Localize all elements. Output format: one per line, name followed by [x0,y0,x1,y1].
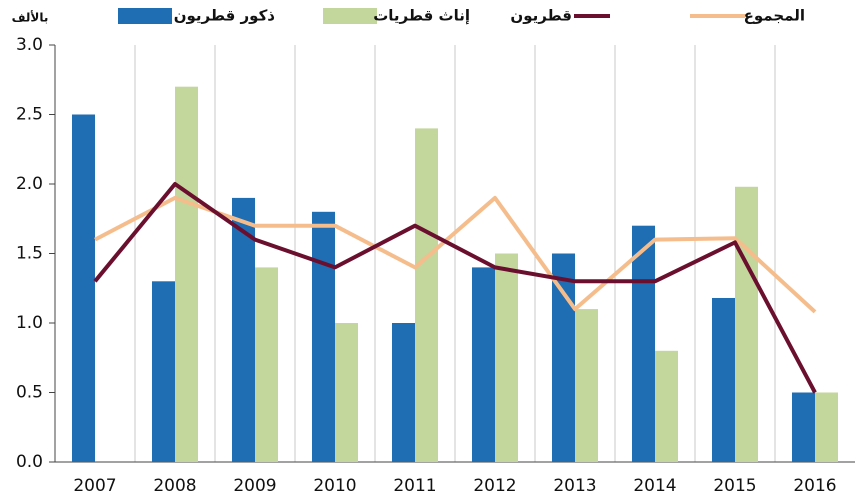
x-tick-label: 2010 [313,476,356,496]
bar [152,281,175,462]
legend-label: إناث قطريات [373,7,470,25]
legend-swatch [118,8,172,24]
bar [312,211,335,462]
bar [232,197,255,462]
bar [495,253,518,462]
bar [175,86,198,462]
x-tick-label: 2013 [553,476,596,496]
bar [415,128,438,462]
y-tick-label: 0.0 [16,452,43,472]
bar [335,323,358,462]
y-tick-label: 0.5 [16,383,43,403]
bar [472,267,495,462]
bar [632,225,655,462]
x-tick-label: 2009 [233,476,276,496]
bar [712,297,735,462]
x-tick-label: 2014 [633,476,676,496]
y-tick-label: 3.0 [16,35,43,55]
x-tick-label: 2015 [713,476,756,496]
x-tick-label: 2008 [153,476,196,496]
x-tick-label: 2011 [393,476,436,496]
y-tick-label: 2.0 [16,174,43,194]
x-tick-label: 2007 [73,476,116,496]
x-tick-label: 2012 [473,476,516,496]
legend-label: قطريون [510,7,572,25]
line [93,182,817,394]
bar [735,186,758,462]
bar [392,323,415,462]
y-tick-label: 1.0 [16,313,43,333]
bar [552,253,575,462]
legend-label: المجموع [744,7,805,25]
x-tick-label: 2016 [793,476,836,496]
y-tick-label: 2.5 [16,105,43,125]
legend-label: ذكور قطريون [174,7,276,25]
bar [655,350,678,462]
bar [792,392,815,462]
unit-label: بالألف [12,10,49,25]
bar [575,309,598,462]
legend-swatch [323,8,377,24]
bar [72,114,95,462]
bar [815,392,838,462]
bar [255,267,278,462]
y-tick-label: 1.5 [16,244,43,264]
